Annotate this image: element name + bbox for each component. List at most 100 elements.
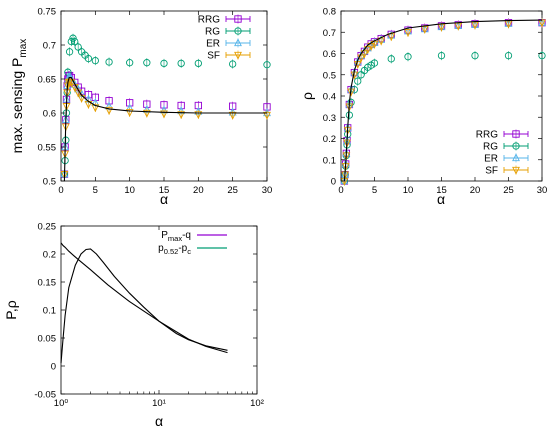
point-rg-16-shape: [404, 53, 412, 61]
y-tick-label-1: 0.1: [323, 155, 336, 166]
point-rg-20-shape: [538, 51, 546, 60]
point-sf-20: [228, 110, 237, 120]
legend-marker-er: [234, 38, 242, 48]
y-tick-label-1: 0.55: [38, 143, 57, 154]
point-rg-9: [71, 37, 79, 47]
legend-label-rrg: RRG: [476, 130, 498, 141]
y-tick-label-0: -0.05: [34, 390, 56, 401]
y-tick-label-6: 0.6: [323, 49, 336, 60]
legend-marker-er: [512, 153, 520, 163]
y-tick-label-3: 0.1: [43, 306, 56, 317]
legend-label-sf: SF: [485, 166, 498, 177]
point-sf-14-shape: [105, 107, 113, 115]
x-tick-label-6: 30: [537, 185, 548, 196]
y-tick-label-4: 0.15: [38, 278, 57, 289]
point-rg-7: [347, 97, 355, 107]
x-tick-label-2: 10: [403, 185, 414, 196]
legend-marker-rg: [512, 141, 520, 151]
panel1-ylabel-sub: max: [18, 39, 29, 58]
point-sf-16-shape: [142, 109, 151, 118]
point-rg-6-shape: [65, 48, 74, 56]
point-sf-23: [538, 18, 546, 28]
point-rg-6-shape: [345, 111, 354, 119]
x-tick-label-6: 30: [262, 185, 273, 196]
panel1-ylabel: max. sensing Pmax: [9, 39, 29, 154]
x-tick-label-4: 20: [193, 185, 204, 196]
point-rg-6: [65, 47, 74, 57]
y-tick-label-4: 0.7: [43, 41, 56, 52]
x-tick-label-1: 10¹: [152, 398, 166, 409]
point-rg-20-shape: [194, 59, 202, 68]
point-rg-22: [263, 60, 271, 70]
point-rg-15-shape: [105, 58, 113, 66]
x-tick-label-4: 20: [470, 185, 481, 196]
point-rg-21: [229, 59, 237, 69]
legend-marker-rrg-shape: [234, 15, 242, 23]
series-line-4: [343, 19, 543, 182]
point-rg-15-shape: [387, 55, 395, 63]
panel3-legend: Pmax-q p0.52-pc: [158, 230, 227, 256]
panel2-marks: [340, 17, 546, 186]
point-sf-11-shape: [360, 50, 369, 59]
legend-marker-er-shape: [234, 38, 242, 47]
y-tick-label-2: 0.05: [38, 334, 57, 345]
point-sf-17: [160, 109, 168, 119]
point-sf-19: [194, 109, 203, 120]
point-sf-15: [125, 107, 134, 118]
legend-entry-pmax-q: Pmax-q: [161, 230, 191, 243]
panel2-ylabel: ρ: [299, 92, 315, 100]
point-rg-19-shape: [177, 59, 185, 68]
y-tick-label-6: 0.25: [38, 222, 57, 233]
panel3-xlabel: α: [155, 413, 163, 429]
panel-max-sensing: 0 5 10 15 20 25 30 0.5 0.55 0.6 0.65 0.7 0.75 α max.…: [9, 7, 272, 208]
point-rg-14-shape: [370, 59, 379, 67]
y-tick-label-0: 0.5: [43, 177, 56, 188]
y-tick-label-8: 0.8: [323, 7, 336, 18]
point-rg-18-shape: [160, 59, 168, 68]
point-rg-7-shape: [347, 98, 355, 107]
y-tick-label-3: 0.3: [323, 113, 336, 124]
panel3-ticks: 10⁰ 10¹ 10² -0.05 0 0.05 0.1 0.15 0.2 0.25: [34, 222, 264, 410]
legend-marker-rg: [234, 26, 242, 36]
point-rg-9: [354, 76, 362, 86]
y-tick-label-4: 0.4: [323, 92, 336, 103]
point-rg-16-shape: [126, 59, 134, 67]
point-rg-8-shape: [69, 34, 77, 42]
point-sf-14: [105, 105, 113, 115]
point-rg-14: [91, 56, 99, 66]
x-tick-label-0: 10⁰: [54, 398, 69, 409]
y-tick-label-5: 0.2: [43, 250, 56, 261]
point-sf-18-shape: [177, 111, 186, 120]
point-sf-23-shape: [538, 19, 546, 28]
point-rg-18: [471, 51, 479, 61]
panel2-ticks: 0 5 10 15 20 25 30 0 0.1 0.2 0.3 0.4 0.5 0.6 0.7 0.8: [323, 7, 548, 197]
point-rg-19: [177, 58, 185, 68]
point-sf-12: [363, 44, 372, 54]
point-rg-9-shape: [354, 77, 362, 85]
point-rg-13: [84, 54, 93, 64]
point-sf-20-shape: [228, 111, 237, 120]
point-rg-8: [69, 33, 77, 43]
point-rg-18-shape: [471, 51, 479, 60]
x-tick-label-2: 10: [124, 185, 135, 196]
x-tick-label-3: 15: [159, 185, 170, 196]
point-rg-22-shape: [263, 61, 271, 69]
point-sf-10: [357, 53, 366, 63]
point-rg-14-shape: [91, 56, 99, 65]
series-line-1: [60, 248, 228, 364]
series-line-0: [60, 242, 228, 354]
x-tick-label-1: 5: [372, 185, 377, 196]
y-tick-label-5: 0.5: [323, 70, 336, 81]
point-rg-21-shape: [229, 60, 237, 68]
panel2-xlabel: α: [437, 191, 445, 207]
point-rg-19: [504, 51, 513, 61]
legend-marker-sf: [512, 165, 520, 175]
legend-marker-sf-shape: [512, 166, 520, 175]
point-sf-11: [360, 49, 369, 59]
point-rg-17: [437, 51, 446, 61]
point-sf-21: [263, 110, 271, 120]
point-rg-19-shape: [504, 51, 513, 60]
x-tick-label-5: 25: [503, 185, 514, 196]
